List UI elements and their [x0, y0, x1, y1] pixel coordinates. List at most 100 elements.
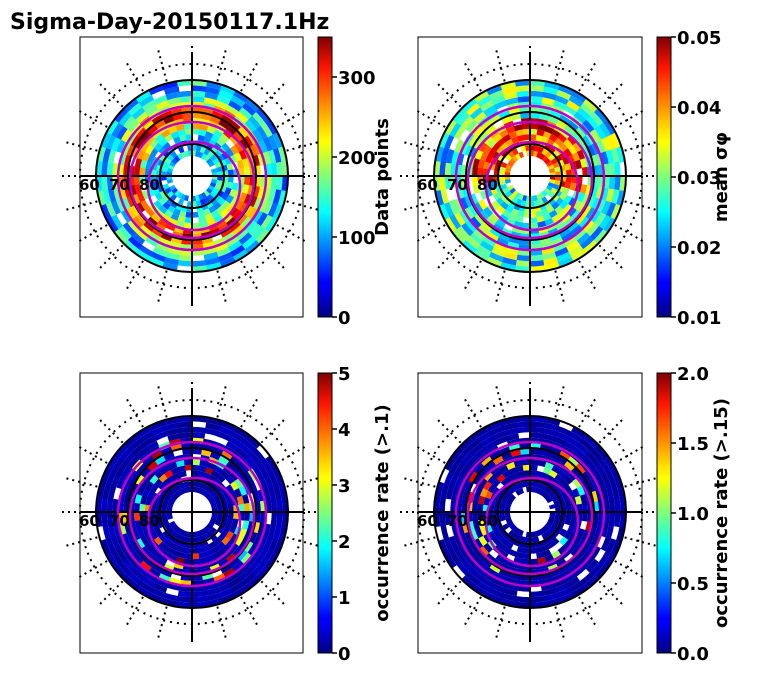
heatmap-cell: [465, 571, 480, 586]
heatmap-cell: [574, 549, 586, 562]
heatmap-cell: [206, 494, 213, 501]
heatmap-cell: [474, 527, 484, 539]
heatmap-cell: [529, 260, 545, 267]
heatmap-cell: [583, 98, 599, 113]
heatmap-cell: [149, 474, 159, 485]
heatmap-cell: [225, 530, 234, 541]
heatmap-cell: [594, 108, 609, 124]
heatmap-cell: [511, 472, 520, 480]
heatmap-cell: [530, 459, 539, 466]
heatmap-cell: [203, 148, 211, 156]
heatmap-cell: [145, 134, 156, 146]
heatmap-cell: [489, 562, 502, 574]
heatmap-cell: [516, 482, 523, 490]
heatmap-cell: [568, 145, 578, 155]
heatmap-cell: [501, 115, 513, 125]
heatmap-cell: [511, 196, 519, 204]
heatmap-cell: [580, 438, 595, 453]
heatmap-cell: [550, 187, 558, 195]
heatmap-cell: [505, 164, 513, 170]
heatmap-cell: [238, 192, 248, 203]
heatmap-cell: [490, 246, 506, 257]
heatmap-cell: [435, 189, 444, 206]
heatmap-cell: [258, 139, 269, 154]
heatmap-cell: [148, 84, 165, 96]
heatmap-cell: [229, 580, 246, 594]
heatmap-cell: [559, 478, 569, 488]
heatmap-cell: [551, 550, 561, 560]
heatmap-cell: [123, 239, 139, 254]
heatmap-cell: [128, 438, 143, 452]
heatmap-cell: [516, 546, 525, 554]
heatmap-cell: [203, 587, 219, 597]
heatmap-cell: [127, 119, 140, 133]
heatmap-cell: [464, 195, 474, 208]
heatmap-cell: [615, 526, 625, 543]
heatmap-cell: [578, 552, 591, 566]
heatmap-cell: [488, 587, 504, 599]
heatmap-cell: [448, 535, 459, 551]
heatmap-cell: [123, 575, 139, 590]
heatmap-cell: [178, 146, 185, 154]
heatmap-cell: [499, 515, 506, 522]
heatmap-cell: [472, 183, 480, 194]
heatmap-cell: [177, 215, 186, 223]
heatmap-cell: [547, 190, 555, 198]
heatmap-cell: [242, 494, 250, 505]
colorbar: [656, 372, 672, 654]
heatmap-cell: [541, 526, 548, 533]
heatmap-cell: [479, 576, 494, 588]
heatmap-cell: [476, 94, 493, 108]
heatmap-cell: [600, 487, 609, 502]
heatmap-cell: [231, 182, 239, 191]
heatmap-cell: [222, 231, 236, 243]
heatmap-cell: [183, 222, 192, 229]
heatmap-cell: [127, 235, 142, 250]
heatmap-cell: [567, 120, 580, 132]
heatmap-cell: [594, 212, 606, 227]
heatmap-cell: [444, 175, 452, 190]
heatmap-cell: [569, 560, 583, 573]
colorbar: [317, 36, 333, 318]
heatmap-cell: [498, 446, 511, 456]
heatmap-cell: [238, 167, 245, 177]
heatmap-cell: [591, 197, 601, 211]
heatmap-cell: [229, 471, 240, 482]
heatmap-cell: [593, 229, 608, 245]
heatmap-cell: [586, 144, 596, 157]
heatmap-cell: [563, 138, 573, 149]
heatmap-cell: [238, 538, 249, 550]
heatmap-cell: [183, 459, 193, 466]
heatmap-cell: [276, 497, 283, 513]
heatmap-cell: [248, 195, 258, 208]
heatmap-cell: [563, 236, 577, 248]
heatmap-cell: [571, 512, 578, 520]
heatmap-cell: [127, 219, 140, 233]
heatmap-cell: [549, 176, 556, 181]
heatmap-cell: [202, 208, 211, 216]
heatmap-cell: [135, 212, 148, 225]
heatmap-cell: [240, 552, 253, 566]
heatmap-cell: [556, 119, 568, 130]
heatmap-cell: [153, 478, 163, 488]
heatmap-cell: [541, 136, 550, 144]
heatmap-cell: [595, 199, 606, 213]
heatmap-cell: [214, 498, 222, 505]
oval-contour: [146, 476, 242, 568]
heatmap-cell: [160, 446, 173, 456]
heatmap-cell: [225, 105, 240, 117]
heatmap-cell: [514, 260, 530, 267]
heatmap-cell: [454, 461, 466, 476]
heatmap-cell: [522, 553, 530, 560]
heatmap-cell: [135, 474, 146, 486]
heatmap-cell: [150, 175, 157, 183]
heatmap-cell: [166, 526, 174, 534]
heatmap-cell: [131, 193, 141, 205]
auroral-oval-contours: [116, 440, 268, 588]
heatmap-cell: [144, 571, 159, 583]
heatmap-cell: [185, 134, 193, 141]
heatmap-cell: [472, 493, 481, 504]
heatmap-cell: [114, 443, 129, 459]
auroral-oval-contours: [116, 104, 268, 252]
heatmap-cell: [473, 426, 490, 439]
